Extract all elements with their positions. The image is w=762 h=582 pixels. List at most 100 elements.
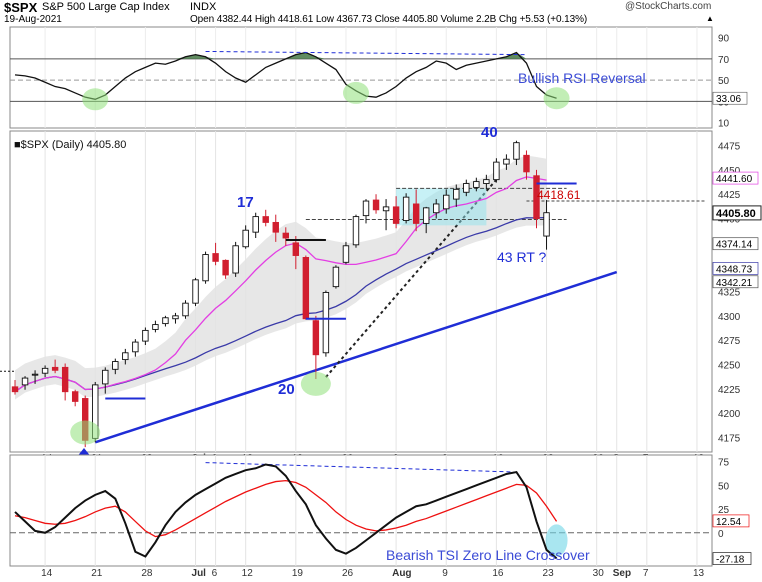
price-candle-body [473,181,480,188]
price-panel: 142128Jul6121926Aug9162330Sep71341754200… [0,124,762,489]
rsi-current-value: 33.06 [716,94,741,105]
tsi-x-tick-label: 9 [442,568,448,579]
tsi-x-tick-label: Aug [392,568,411,579]
price-y-tick-label: 4200 [718,409,741,420]
price-high-label: 4418.61 [537,188,581,202]
tsi-y-tick-label: 50 [718,481,730,492]
price-candle-body [372,199,380,211]
price-candle-body [543,212,550,237]
price-candle-body [272,221,279,233]
tsi-main-box [712,552,752,565]
price-candle-body [412,203,420,224]
rsi-low-highlight [543,87,570,110]
price-right-label: 4348.73 [716,264,753,275]
price-candle-body [332,266,340,288]
price-candle-body [483,179,490,184]
price-candle-body [202,254,209,282]
tsi-signal-box [712,514,750,528]
tsi-x-tick-label: 30 [593,568,605,579]
price-candle-body [162,317,169,325]
price-candle-body [302,257,310,320]
tsi-crossover-highlight [545,524,568,557]
tsi-x-tick-label: 6 [212,568,218,579]
price-candle-body [232,245,239,274]
price-candle-body [402,196,410,221]
price-candle-body [392,206,400,224]
price-candle-body [132,341,139,353]
tsi-x-tick-label: 28 [141,568,153,579]
price-annotation-20: 20 [278,381,295,398]
price-panel-title: ■$SPX (Daily) 4405.80 [14,139,126,151]
tsi-annotation-text: Bearish TSI Zero Line Crossover [386,547,590,563]
price-candle-body [102,369,109,385]
index-name-label: S&P 500 Large Cap Index [42,1,170,13]
price-right-label-box [712,237,759,251]
tsi-x-tick-label: 26 [342,568,354,579]
price-right-label: 4374.14 [716,240,753,251]
price-candle-body [142,329,149,342]
tsi-x-tick-label: 23 [543,568,555,579]
price-candle-body [21,377,29,386]
price-sma20-line [14,176,547,393]
price-support-trendline [94,270,618,444]
price-candle-body [71,391,79,402]
price-candle-body [503,158,510,165]
price-y-tick-label: 4250 [718,360,741,371]
tsi-x-tick-label: 7 [643,568,649,579]
tsi-x-tick-label: 21 [91,568,103,579]
price-right-label: 4441.60 [716,174,753,185]
price-right-label: 4342.21 [716,278,753,289]
tsi-frame [9,454,713,567]
price-y-tick-label: 4225 [718,385,741,396]
price-candle-body [212,253,219,262]
price-right-label-box [712,262,759,275]
price-candle-body [463,183,470,193]
price-candle-body [342,245,350,263]
price-candle-body [362,200,370,217]
price-candle-body [192,279,199,304]
rsi-y-tick-label: 70 [718,55,730,66]
rsi-y-tick-label: 90 [718,34,730,45]
tsi-y-tick-label: 75 [718,458,730,469]
rsi-annotation-text: Bullish RSI Reversal [518,70,646,86]
tsi-y-tick-label: 0 [718,529,724,540]
price-candle-body [262,216,269,223]
price-candle-body [172,315,179,320]
price-candle-body [112,361,119,370]
tsi-x-tick-label: 12 [242,568,254,579]
tsi-main-line [14,463,558,560]
price-candle-body [182,302,189,317]
price-candle-body [222,259,229,276]
price-low-highlight [70,420,101,445]
price-candle-body [252,216,259,233]
tsi-panel: 142128Jul6121926Aug9162330Sep713-2502550… [9,454,752,579]
price-candle-body [41,367,49,374]
exchange-label: INDX [190,1,217,13]
price-candle-body [433,203,440,214]
rsi-y-tick-label: 50 [718,76,730,87]
ohlc-label: Open 4382.44 High 4418.61 Low 4367.73 Cl… [190,14,588,25]
date-label: 19-Aug-2021 [4,14,62,25]
rsi-divergence-line [205,50,527,56]
price-candle-body [122,352,129,361]
rsi-y-tick-label: 10 [718,119,730,130]
price-candle-body [312,320,320,356]
price-candle-body [51,366,59,371]
price-y-tick-label: 4325 [718,288,741,299]
tsi-y-tick-label: 25 [718,505,730,516]
price-candle-body [152,324,159,330]
price-right-label-box [712,171,759,185]
symbol-label: $SPX [4,0,38,15]
price-annotation-40: 40 [481,124,498,141]
price-candle-body [523,154,530,173]
price-candle-body [443,194,450,210]
price-y-tick-label: 4475 [718,142,741,153]
price-y-tick-label: 4175 [718,433,741,444]
price-candle-body [513,142,520,160]
price-y-tick-label: 4275 [718,336,741,347]
price-y-tick-label: 4300 [718,312,741,323]
price-candle-body [533,175,540,219]
price-annotation-17: 17 [237,194,254,211]
